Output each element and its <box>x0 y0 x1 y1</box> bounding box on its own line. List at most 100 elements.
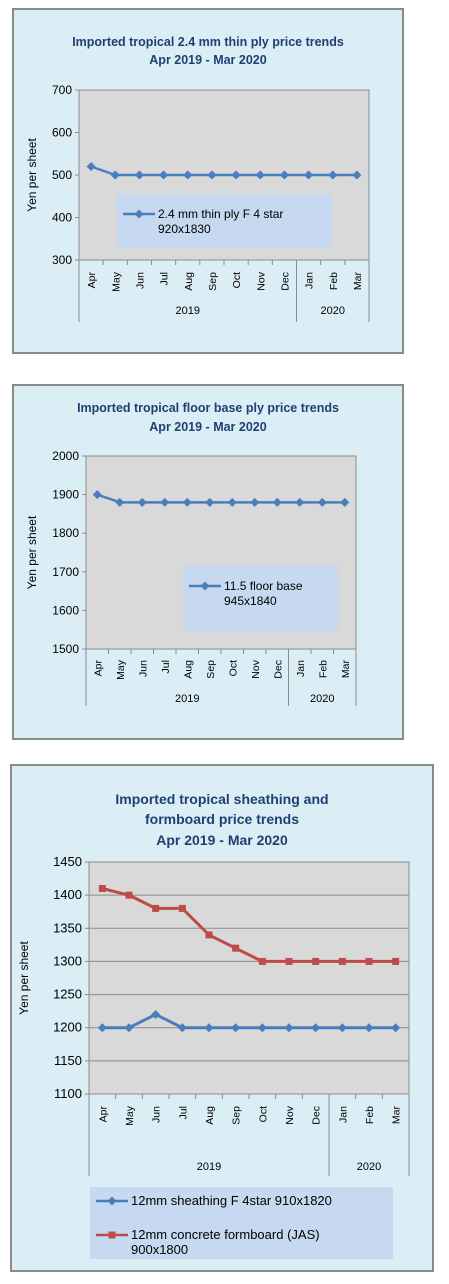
x-tick-label: Jan <box>304 272 316 289</box>
x-tick-label: Aug <box>183 272 195 291</box>
x-tick-label: May <box>124 1105 136 1126</box>
chart-panel-floor-base: Imported tropical floor base ply price t… <box>12 384 404 740</box>
chart-panel-sheathing: Imported tropical sheathing and formboard… <box>10 764 434 1272</box>
data-point <box>312 957 320 965</box>
chart-sheathing-svg: Imported tropical sheathing and formboard… <box>17 791 410 1259</box>
chart-title: Imported tropical 2.4 mm thin ply price … <box>72 35 344 49</box>
y-tick-label: 1800 <box>52 526 79 540</box>
y-tick-label: 600 <box>52 126 72 140</box>
data-point <box>227 497 237 507</box>
x-tick-label: Sep <box>231 1106 243 1125</box>
y-tick-label: 400 <box>52 211 72 225</box>
data-point <box>183 170 193 180</box>
data-point <box>250 497 260 507</box>
legend-label: 12mm concrete formboard (JAS) <box>131 1227 320 1242</box>
legend-marker <box>107 1196 117 1206</box>
y-tick-label: 1500 <box>52 642 79 656</box>
data-point <box>337 1023 347 1033</box>
legend-label: 2.4 mm thin ply F 4 star <box>158 207 283 221</box>
data-point <box>328 170 338 180</box>
data-point <box>178 904 186 912</box>
year-label: 2019 <box>197 1161 221 1173</box>
x-tick-label: Nov <box>255 271 267 290</box>
year-label: 2020 <box>321 305 345 317</box>
year-label: 2020 <box>310 693 334 705</box>
data-point <box>204 1023 214 1033</box>
y-axis-label: Yen per sheet <box>25 515 39 589</box>
legend-marker <box>200 581 210 591</box>
data-point <box>86 162 96 171</box>
data-point <box>92 490 102 500</box>
x-tick-label: Dec <box>279 272 291 291</box>
x-tick-label: Aug <box>204 1106 216 1125</box>
data-point <box>125 891 133 899</box>
data-point <box>392 957 400 965</box>
x-tick-label: Oct <box>227 660 239 676</box>
y-tick-label: 1200 <box>53 1020 82 1035</box>
data-point <box>279 170 289 180</box>
legend-label: 12mm sheathing F 4star 910x1820 <box>131 1193 332 1208</box>
data-point <box>258 957 266 965</box>
data-point <box>205 497 215 507</box>
legend-label: 11.5 floor base <box>224 579 303 593</box>
x-tick-label: Jan <box>295 660 307 677</box>
data-point <box>115 497 125 507</box>
y-tick-label: 1100 <box>54 1086 82 1101</box>
x-tick-label: Sep <box>205 660 217 679</box>
y-tick-label: 1150 <box>54 1053 82 1068</box>
legend-marker <box>134 209 144 219</box>
y-tick-label: 1400 <box>53 887 82 902</box>
data-point <box>110 170 120 180</box>
data-point <box>134 170 144 180</box>
data-point <box>257 1023 267 1033</box>
y-tick-label: 500 <box>52 168 72 182</box>
x-tick-label: Jun <box>151 1106 163 1123</box>
y-tick-label: 1300 <box>53 953 82 968</box>
data-point <box>311 1023 321 1033</box>
x-tick-label: Feb <box>317 660 329 678</box>
data-point <box>231 1023 241 1033</box>
year-label: 2019 <box>176 305 200 317</box>
y-axis-label: Yen per sheet <box>17 941 31 1015</box>
chart-panel-thin-ply: Imported tropical 2.4 mm thin ply price … <box>12 8 404 354</box>
x-tick-label: Jul <box>177 1106 189 1119</box>
data-point <box>255 170 265 180</box>
data-point <box>295 497 305 507</box>
x-tick-label: Jul <box>159 272 171 285</box>
data-point <box>124 1023 134 1033</box>
data-point <box>160 497 170 507</box>
data-point <box>364 1023 374 1033</box>
data-point <box>304 170 314 180</box>
y-tick-label: 1700 <box>52 565 79 579</box>
chart-subtitle: Apr 2019 - Mar 2020 <box>156 832 288 848</box>
chart-subtitle: Apr 2019 - Mar 2020 <box>149 420 266 434</box>
data-point <box>285 957 293 965</box>
chart-subtitle: Apr 2019 - Mar 2020 <box>149 53 266 67</box>
chart-title: formboard price trends <box>145 811 299 827</box>
y-tick-label: 1900 <box>52 488 79 502</box>
x-tick-label: Jun <box>137 660 149 677</box>
data-point <box>340 497 350 507</box>
x-tick-label: Apr <box>97 1106 109 1123</box>
chart-floor-base-svg: Imported tropical floor base ply price t… <box>25 401 357 706</box>
x-tick-label: May <box>110 271 122 292</box>
y-tick-label: 300 <box>52 253 72 267</box>
chart-thin-ply-svg: Imported tropical 2.4 mm thin ply price … <box>25 35 370 322</box>
data-point <box>205 931 213 939</box>
x-tick-label: Dec <box>272 660 284 679</box>
series-line <box>101 887 396 963</box>
x-tick-label: Jan <box>337 1106 349 1123</box>
legend-label: 945x1840 <box>224 594 277 608</box>
x-tick-label: Mar <box>352 272 364 291</box>
x-tick-label: Jun <box>134 272 146 289</box>
x-tick-label: Mar <box>391 1106 403 1125</box>
y-tick-label: 700 <box>52 83 72 97</box>
data-point <box>97 1023 107 1033</box>
y-tick-label: 1350 <box>53 920 82 935</box>
x-tick-label: Feb <box>328 272 340 290</box>
data-point <box>317 497 327 507</box>
data-point <box>272 497 282 507</box>
x-tick-label: Sep <box>207 272 219 291</box>
x-tick-label: Nov <box>250 659 262 678</box>
legend-box <box>90 1187 393 1259</box>
